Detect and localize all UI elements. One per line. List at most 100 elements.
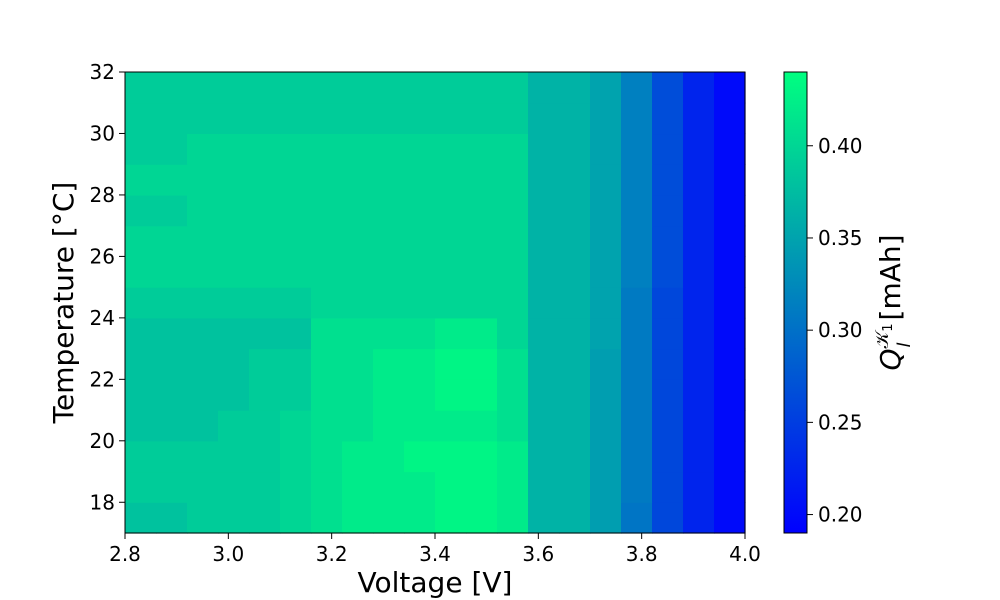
heatmap-cell <box>435 164 467 196</box>
x-tick-label: 3.0 <box>212 542 244 566</box>
heatmap-cell <box>652 440 684 473</box>
x-tick-label: 4.0 <box>729 542 761 566</box>
heatmap-cell <box>187 440 219 473</box>
heatmap-cell <box>714 317 746 350</box>
heatmap-cell <box>125 379 157 411</box>
heatmap-cell <box>280 410 312 442</box>
heatmap-cell <box>652 348 684 380</box>
colorbar-tick-label: 0.20 <box>818 503 863 527</box>
heatmap-cell <box>621 440 653 473</box>
heatmap-cell <box>714 379 746 411</box>
heatmap-cell <box>404 410 436 442</box>
heatmap-cell <box>218 102 250 135</box>
heatmap-cell <box>621 194 653 227</box>
heatmap-cell <box>559 348 591 380</box>
heatmap-cell <box>435 379 467 411</box>
heatmap-cell <box>466 256 498 288</box>
heatmap-cell <box>466 194 498 227</box>
heatmap-cell <box>714 72 746 104</box>
heatmap-cell <box>280 256 312 288</box>
heatmap-cell <box>187 471 219 503</box>
heatmap-cell <box>249 440 281 473</box>
heatmap-cell <box>187 348 219 380</box>
heatmap-cell <box>280 317 312 350</box>
heatmap-cell <box>249 225 281 257</box>
heatmap-cell <box>466 440 498 473</box>
heatmap-cell <box>466 471 498 503</box>
heatmap-cell <box>590 348 622 380</box>
heatmap-cell <box>497 225 529 257</box>
heatmap-cell <box>342 471 374 503</box>
heatmap-cell <box>683 317 715 350</box>
heatmap-cell <box>621 287 653 319</box>
heatmap-cell <box>466 410 498 442</box>
heatmap-cell <box>621 379 653 411</box>
heatmap-cell <box>497 471 529 503</box>
x-axis-label: Voltage [V] <box>358 566 513 599</box>
heatmap-cell <box>435 256 467 288</box>
heatmap-cell <box>156 440 188 473</box>
heatmap-cell <box>156 502 188 534</box>
heatmap-cell <box>528 379 560 411</box>
y-tick-label: 22 <box>90 367 115 391</box>
heatmap-cell <box>652 287 684 319</box>
heatmap-cell <box>590 502 622 534</box>
heatmap-cell <box>373 287 405 319</box>
heatmap-cell <box>621 410 653 442</box>
heatmap-cell <box>621 348 653 380</box>
heatmap-cell <box>342 164 374 196</box>
heatmap-cell <box>249 502 281 534</box>
heatmap-cell <box>342 225 374 257</box>
heatmap-cell <box>528 287 560 319</box>
heatmap-cell <box>683 225 715 257</box>
heatmap-cell <box>559 471 591 503</box>
heatmap-cell <box>621 72 653 104</box>
heatmap-cell <box>683 287 715 319</box>
heatmap-cell <box>683 348 715 380</box>
heatmap-cell <box>435 440 467 473</box>
heatmap-cell <box>187 225 219 257</box>
heatmap-cell <box>373 348 405 380</box>
heatmap-cell <box>714 410 746 442</box>
heatmap-cell <box>683 440 715 473</box>
heatmap-cell <box>528 410 560 442</box>
heatmap-cell <box>466 287 498 319</box>
heatmap-cell <box>528 256 560 288</box>
heatmap-cell <box>590 471 622 503</box>
heatmap-cell <box>621 256 653 288</box>
heatmap-cell <box>714 287 746 319</box>
heatmap-cell <box>683 379 715 411</box>
heatmap-cell <box>528 502 560 534</box>
heatmap-cell <box>342 410 374 442</box>
heatmap-cell <box>373 471 405 503</box>
heatmap-cell <box>435 348 467 380</box>
y-tick-label: 26 <box>90 244 115 268</box>
heatmap-cell <box>714 256 746 288</box>
heatmap-cell <box>590 379 622 411</box>
heatmap-cell <box>373 317 405 350</box>
heatmap-cell <box>342 133 374 165</box>
heatmap-cell <box>404 164 436 196</box>
x-axis-ticks: 2.8 3.0 3.2 3.4 3.6 3.8 4.0 <box>109 533 761 566</box>
heatmap-cell <box>187 410 219 442</box>
y-tick-label: 20 <box>90 429 115 453</box>
heatmap-cell <box>280 225 312 257</box>
heatmap-cell <box>373 256 405 288</box>
heatmap-cell <box>342 194 374 227</box>
heatmap-cell <box>404 194 436 227</box>
heatmap-cell <box>156 133 188 165</box>
heatmap-cell <box>590 287 622 319</box>
heatmap-cell <box>249 471 281 503</box>
heatmap-cell <box>218 440 250 473</box>
heatmap-cell <box>559 225 591 257</box>
heatmap-cell <box>404 72 436 104</box>
y-tick-label: 32 <box>90 60 115 84</box>
heatmap-cell <box>249 287 281 319</box>
heatmap-cell <box>156 410 188 442</box>
heatmap-cell <box>714 194 746 227</box>
heatmap-cell <box>559 194 591 227</box>
heatmap-cell <box>125 471 157 503</box>
heatmap-cell <box>590 194 622 227</box>
x-tick-label: 3.8 <box>626 542 658 566</box>
heatmap-cell <box>373 502 405 534</box>
